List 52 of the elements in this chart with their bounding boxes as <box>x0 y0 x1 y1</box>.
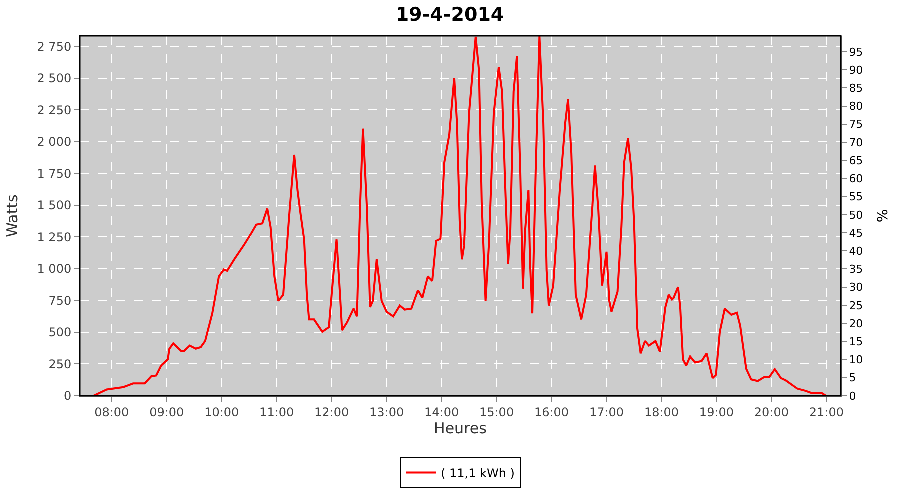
x-tick-label: 11:00 <box>260 405 294 420</box>
line-series <box>92 36 828 396</box>
y2-tick-label: 20 <box>849 317 864 330</box>
chart-title: 19-4-2014 <box>396 4 504 26</box>
y2-tick-label: 0 <box>849 390 856 403</box>
x-tick-label: 21:00 <box>809 405 844 420</box>
y-tick-label: 1 750 <box>37 166 72 181</box>
y2-tick-label: 25 <box>849 299 864 312</box>
y2-tick-label: 30 <box>849 281 864 294</box>
x-tick-label: 12:00 <box>314 405 350 420</box>
y2-tick-label: 35 <box>849 263 864 276</box>
x-tick-label: 09:00 <box>150 405 184 420</box>
y-tick-label: 1 000 <box>37 262 72 276</box>
y-tick-label: 250 <box>48 357 72 372</box>
x-tick-label: 08:00 <box>94 405 130 420</box>
y2-tick-label: 40 <box>849 244 864 258</box>
y-tick-label: 2 750 <box>37 40 72 54</box>
y2-tick-label: 80 <box>849 100 864 114</box>
x-axis-title: Heures <box>434 419 488 438</box>
y-tick-label: 500 <box>48 326 72 340</box>
y-tick-label: 0 <box>64 389 72 404</box>
x-tick-label: 15:00 <box>479 405 514 420</box>
y2-tick-label: 85 <box>849 82 864 95</box>
y2-tick-label: 15 <box>849 336 864 349</box>
y-tick-label: 1 500 <box>37 198 72 213</box>
y2-tick-label: 90 <box>849 64 864 77</box>
y2-tick-label: 60 <box>849 172 864 186</box>
y2-tick-label: 65 <box>849 154 864 168</box>
y-tick-label: 2 250 <box>37 103 72 118</box>
y-tick-label: 1 250 <box>37 230 72 244</box>
x-tick-label: 13:00 <box>370 405 404 420</box>
y2-tick-label: 55 <box>849 190 864 204</box>
y2-tick-label: 95 <box>849 46 864 59</box>
y2-tick-label: 50 <box>849 208 864 222</box>
x-tick-label: 16:00 <box>534 405 570 420</box>
x-tick-label: 14:00 <box>424 405 460 420</box>
legend-label: ( 11,1 kWh ) <box>441 466 515 480</box>
y2-tick-label: 75 <box>849 118 864 132</box>
x-tick-label: 10:00 <box>204 405 240 420</box>
y2-axis-title: % <box>876 209 892 223</box>
x-tick-label: 18:00 <box>644 405 680 420</box>
y2-tick-label: 45 <box>849 226 864 240</box>
y-tick-label: 2 000 <box>37 135 72 150</box>
y2-tick-label: 5 <box>849 372 856 385</box>
x-tick-label: 17:00 <box>589 405 624 420</box>
x-tick-label: 20:00 <box>754 405 790 420</box>
y-axis-title: Watts <box>3 194 22 238</box>
y2-tick-label: 10 <box>849 354 864 367</box>
x-tick-label: 19:00 <box>699 405 734 420</box>
y2-tick-label: 70 <box>849 136 864 150</box>
y-tick-label: 750 <box>48 294 72 308</box>
y-tick-label: 2 500 <box>37 72 72 86</box>
